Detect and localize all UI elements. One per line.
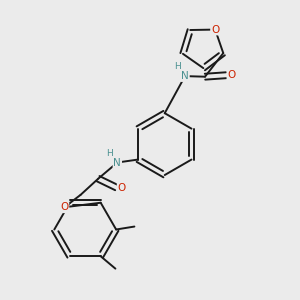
Text: H: H	[174, 62, 181, 71]
Text: H: H	[106, 149, 112, 158]
Text: N: N	[181, 71, 189, 81]
Text: O: O	[60, 202, 68, 212]
Text: O: O	[211, 25, 219, 34]
Text: O: O	[118, 182, 126, 193]
Text: O: O	[227, 70, 236, 80]
Text: N: N	[113, 158, 121, 167]
